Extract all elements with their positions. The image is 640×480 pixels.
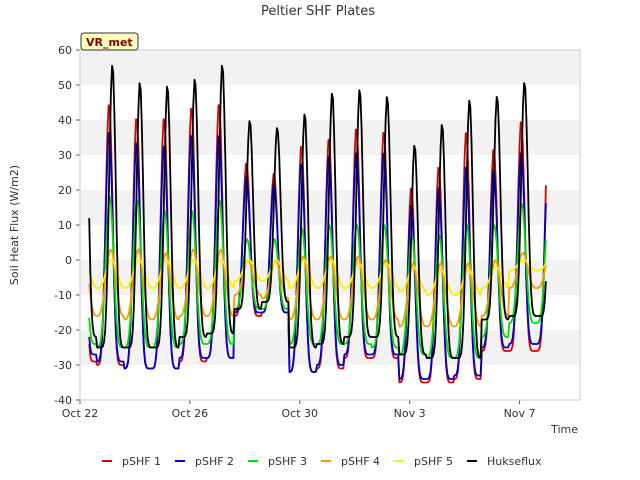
y-tick-label: -30 <box>54 359 72 372</box>
x-tick-label: Oct 30 <box>282 407 319 420</box>
grid-band <box>80 50 580 85</box>
legend-label: pSHF 3 <box>268 455 307 468</box>
plot-frame <box>79 49 581 401</box>
chart-title: Peltier SHF Plates <box>261 4 375 19</box>
y-tick-label: -40 <box>54 394 72 407</box>
legend-label: pSHF 1 <box>122 455 161 468</box>
x-tick-label: Nov 7 <box>504 407 536 420</box>
y-tick-label: -10 <box>54 289 72 302</box>
y-tick-label: 60 <box>58 44 72 57</box>
legend-label: pSHF 4 <box>341 455 380 468</box>
series-line-hukseflux <box>88 64 547 359</box>
y-tick-label: 20 <box>58 184 72 197</box>
y-tick-label: 30 <box>58 149 72 162</box>
y-tick-label: 0 <box>65 254 72 267</box>
x-axis: Oct 22 Oct 26 Oct 30 Nov 3 Nov 7 <box>62 400 536 420</box>
x-axis-label: Time <box>550 423 578 436</box>
legend-label: pSHF 5 <box>414 455 453 468</box>
legend-label: pSHF 2 <box>195 455 234 468</box>
series-line-pshf-5 <box>88 259 547 296</box>
grid-band <box>80 260 580 295</box>
badge-label: VR_met <box>86 36 133 49</box>
x-tick-label: Oct 26 <box>172 407 209 420</box>
series-line-pshf-4 <box>88 248 547 328</box>
grid-band <box>80 365 580 400</box>
y-tick-label: 40 <box>58 114 72 127</box>
series-lines <box>88 64 547 384</box>
y-tick-label: 10 <box>58 219 72 232</box>
grid-band <box>80 330 580 365</box>
legend: pSHF 1 pSHF 2 pSHF 3 pSHF 4 pSHF 5 Hukseflux <box>102 455 542 468</box>
legend-label: Hukseflux <box>487 455 542 468</box>
y-axis: -40 -30 -20 -10 0 10 20 30 40 50 60 <box>54 44 80 407</box>
y-tick-label: -20 <box>54 324 72 337</box>
grid-band <box>80 295 580 330</box>
x-tick-label: Oct 22 <box>62 407 99 420</box>
y-tick-label: 50 <box>58 79 72 92</box>
y-axis-label: Soil Heat Flux (W/m2) <box>8 165 21 285</box>
badge: VR_met <box>80 32 139 51</box>
x-tick-label: Nov 3 <box>394 407 426 420</box>
grid-band <box>80 190 580 225</box>
badge-box <box>80 32 139 51</box>
